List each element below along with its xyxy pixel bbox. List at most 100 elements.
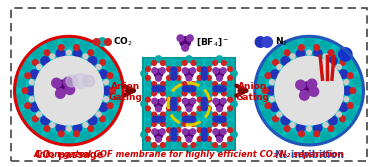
Circle shape bbox=[81, 39, 91, 49]
Circle shape bbox=[213, 129, 218, 134]
Circle shape bbox=[328, 116, 337, 125]
Circle shape bbox=[155, 56, 162, 62]
Circle shape bbox=[171, 105, 177, 111]
Circle shape bbox=[156, 86, 161, 92]
Circle shape bbox=[206, 121, 213, 128]
Circle shape bbox=[98, 38, 107, 46]
Circle shape bbox=[96, 123, 106, 134]
Circle shape bbox=[145, 60, 152, 67]
Circle shape bbox=[216, 117, 223, 124]
Circle shape bbox=[156, 136, 161, 142]
Circle shape bbox=[228, 128, 232, 132]
Circle shape bbox=[182, 44, 189, 51]
Circle shape bbox=[156, 106, 161, 112]
Circle shape bbox=[228, 97, 232, 102]
Circle shape bbox=[185, 69, 193, 78]
Circle shape bbox=[220, 68, 226, 73]
Circle shape bbox=[190, 116, 196, 122]
Circle shape bbox=[213, 61, 217, 65]
Circle shape bbox=[196, 121, 203, 128]
Circle shape bbox=[191, 122, 196, 126]
Circle shape bbox=[217, 86, 222, 92]
Circle shape bbox=[273, 60, 278, 65]
Circle shape bbox=[217, 75, 222, 81]
Circle shape bbox=[191, 143, 196, 147]
Circle shape bbox=[290, 54, 295, 59]
Circle shape bbox=[284, 126, 290, 131]
Circle shape bbox=[155, 117, 162, 124]
Circle shape bbox=[182, 68, 188, 73]
Circle shape bbox=[161, 112, 165, 117]
Circle shape bbox=[96, 64, 101, 69]
Circle shape bbox=[56, 80, 70, 94]
Circle shape bbox=[290, 123, 295, 127]
Circle shape bbox=[339, 48, 352, 61]
Circle shape bbox=[281, 116, 290, 125]
Circle shape bbox=[155, 145, 162, 152]
Circle shape bbox=[340, 60, 345, 65]
Circle shape bbox=[299, 131, 304, 137]
Circle shape bbox=[299, 45, 304, 50]
Circle shape bbox=[171, 101, 178, 107]
Circle shape bbox=[160, 86, 165, 92]
Circle shape bbox=[152, 122, 156, 126]
Circle shape bbox=[171, 74, 177, 80]
Circle shape bbox=[307, 126, 311, 131]
Circle shape bbox=[67, 126, 71, 131]
Circle shape bbox=[100, 116, 105, 122]
Circle shape bbox=[287, 39, 297, 49]
Circle shape bbox=[255, 37, 266, 47]
FancyBboxPatch shape bbox=[143, 58, 235, 150]
Circle shape bbox=[262, 37, 273, 47]
Circle shape bbox=[206, 111, 213, 117]
Circle shape bbox=[196, 60, 203, 67]
Circle shape bbox=[196, 80, 203, 87]
Circle shape bbox=[44, 50, 50, 56]
Circle shape bbox=[15, 94, 25, 105]
Circle shape bbox=[145, 121, 152, 128]
Circle shape bbox=[186, 85, 192, 91]
Circle shape bbox=[165, 121, 172, 128]
Circle shape bbox=[110, 88, 116, 94]
Circle shape bbox=[200, 131, 207, 138]
Circle shape bbox=[202, 70, 209, 77]
Circle shape bbox=[29, 97, 34, 102]
Circle shape bbox=[186, 145, 192, 152]
Circle shape bbox=[344, 80, 349, 85]
Circle shape bbox=[56, 49, 65, 58]
Circle shape bbox=[271, 103, 279, 112]
Circle shape bbox=[347, 103, 353, 109]
Circle shape bbox=[25, 73, 31, 78]
Circle shape bbox=[213, 98, 218, 104]
Circle shape bbox=[47, 132, 57, 142]
Circle shape bbox=[265, 103, 271, 109]
Circle shape bbox=[191, 91, 196, 96]
Circle shape bbox=[99, 70, 107, 78]
Circle shape bbox=[261, 110, 271, 121]
Circle shape bbox=[145, 80, 152, 87]
Circle shape bbox=[336, 47, 346, 58]
Circle shape bbox=[190, 129, 196, 134]
Circle shape bbox=[21, 61, 31, 71]
Circle shape bbox=[296, 49, 305, 58]
Circle shape bbox=[272, 123, 282, 134]
Circle shape bbox=[213, 122, 217, 126]
Circle shape bbox=[165, 80, 172, 87]
Circle shape bbox=[197, 75, 202, 80]
Circle shape bbox=[220, 129, 226, 134]
Circle shape bbox=[146, 67, 150, 71]
Circle shape bbox=[165, 60, 172, 67]
Circle shape bbox=[296, 80, 305, 90]
Circle shape bbox=[152, 129, 158, 134]
Circle shape bbox=[231, 101, 237, 107]
Circle shape bbox=[206, 67, 211, 71]
Circle shape bbox=[201, 105, 207, 111]
Circle shape bbox=[191, 112, 196, 117]
Circle shape bbox=[206, 128, 211, 132]
Circle shape bbox=[64, 36, 74, 46]
Circle shape bbox=[287, 132, 297, 142]
Circle shape bbox=[182, 116, 188, 122]
Circle shape bbox=[201, 97, 207, 103]
Circle shape bbox=[141, 70, 147, 77]
Circle shape bbox=[202, 101, 209, 107]
